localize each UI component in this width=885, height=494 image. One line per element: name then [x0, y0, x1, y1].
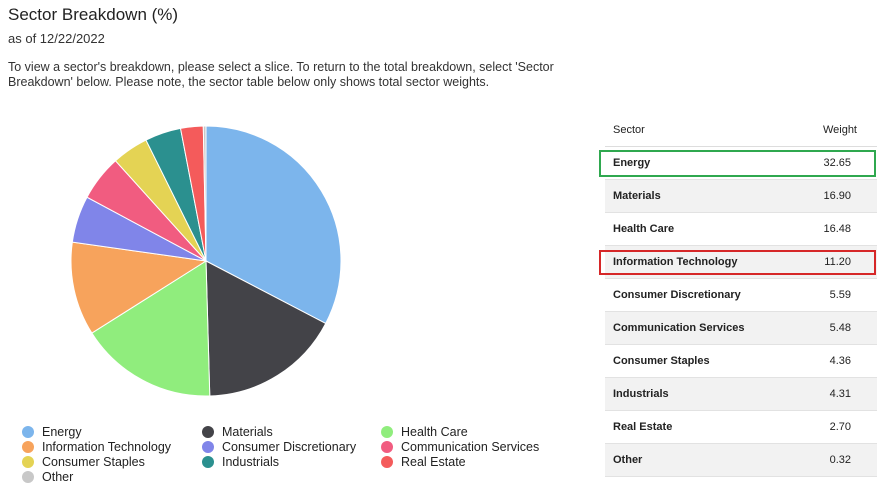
- sector-table: Sector Weight Energy 32.65 Materials 16.90 H…: [605, 114, 877, 477]
- weight-cell: 16.90: [796, 179, 877, 213]
- legend-label: Real Estate: [401, 455, 466, 469]
- sector-name-cell: Communication Services: [605, 311, 797, 345]
- information-technology-row-highlight: [599, 250, 876, 275]
- legend-swatch: [22, 456, 34, 468]
- weight-cell: 32.65: [796, 146, 877, 180]
- legend-label: Materials: [222, 425, 273, 439]
- sector-name-cell: Consumer Discretionary: [605, 278, 797, 312]
- legend-swatch: [22, 441, 34, 453]
- weight-cell: 16.48: [796, 212, 877, 246]
- table-row: Communication Services 5.48: [605, 311, 877, 345]
- legend-swatch: [22, 426, 34, 438]
- legend-label: Energy: [42, 425, 82, 439]
- table-row: Health Care 16.48: [605, 212, 877, 246]
- table-row: Industrials 4.31: [605, 377, 877, 411]
- weight-cell: 4.31: [796, 377, 877, 411]
- sector-column-header: Sector: [605, 114, 797, 147]
- sector-name-cell: Real Estate: [605, 410, 797, 444]
- legend-item-energy[interactable]: Energy: [22, 425, 82, 440]
- legend-label: Health Care: [401, 425, 468, 439]
- weight-cell: 5.59: [796, 278, 877, 312]
- table-row: Consumer Discretionary 5.59: [605, 278, 877, 312]
- table-row: Real Estate 2.70: [605, 410, 877, 444]
- table-row: Energy 32.65: [605, 146, 877, 180]
- weight-cell: 0.32: [796, 443, 877, 477]
- legend-label: Consumer Staples: [42, 455, 145, 469]
- legend-swatch: [381, 426, 393, 438]
- legend-swatch: [202, 426, 214, 438]
- energy-row-highlight: [599, 150, 876, 177]
- legend-swatch: [22, 471, 34, 483]
- legend-swatch: [202, 441, 214, 453]
- pie-slice-energy[interactable]: [205, 125, 342, 325]
- pie-slice-other[interactable]: [202, 125, 207, 262]
- sector-name-cell: Consumer Staples: [605, 344, 797, 378]
- legend-swatch: [381, 456, 393, 468]
- as-of-date: as of 12/22/2022: [8, 31, 105, 46]
- legend-item-other[interactable]: Other: [22, 470, 73, 485]
- weight-column-header: Weight: [796, 114, 877, 147]
- legend-label: Industrials: [222, 455, 279, 469]
- legend-label: Information Technology: [42, 440, 172, 454]
- legend-label: Other: [42, 470, 74, 484]
- weight-cell: 2.70: [796, 410, 877, 444]
- legend-item-health-care[interactable]: Health Care: [381, 425, 468, 440]
- page-title: Sector Breakdown (%): [8, 5, 179, 24]
- sector-name-cell: Energy: [605, 146, 797, 180]
- table-header-row: Sector Weight: [605, 114, 877, 147]
- legend-item-industrials[interactable]: Industrials: [202, 455, 279, 470]
- sector-pie-chart[interactable]: [60, 115, 352, 407]
- table-row: Other 0.32: [605, 443, 877, 477]
- description-text: To view a sector's breakdown, please sel…: [8, 60, 554, 89]
- pie-slice-health-care[interactable]: [91, 260, 211, 397]
- sector-name-cell: Health Care: [605, 212, 797, 246]
- weight-cell: 5.48: [796, 311, 877, 345]
- legend-swatch: [202, 456, 214, 468]
- table-row: Materials 16.90: [605, 179, 877, 213]
- legend-item-consumer-discretionary[interactable]: Consumer Discretionary: [202, 440, 356, 455]
- pie-slice-materials[interactable]: [205, 260, 327, 397]
- legend-swatch: [381, 441, 393, 453]
- legend-item-materials[interactable]: Materials: [202, 425, 273, 440]
- legend-label: Consumer Discretionary: [222, 440, 357, 454]
- legend-item-real-estate[interactable]: Real Estate: [381, 455, 466, 470]
- weight-cell: 4.36: [796, 344, 877, 378]
- legend-item-information-technology[interactable]: Information Technology: [22, 440, 171, 455]
- sector-name-cell: Other: [605, 443, 797, 477]
- table-row: Consumer Staples 4.36: [605, 344, 877, 378]
- legend-item-consumer-staples[interactable]: Consumer Staples: [22, 455, 145, 470]
- sector-name-cell: Industrials: [605, 377, 797, 411]
- legend-item-communication-services[interactable]: Communication Services: [381, 440, 539, 455]
- legend-label: Communication Services: [401, 440, 540, 454]
- pie-slice-information-technology[interactable]: [70, 241, 208, 334]
- sector-name-cell: Materials: [605, 179, 797, 213]
